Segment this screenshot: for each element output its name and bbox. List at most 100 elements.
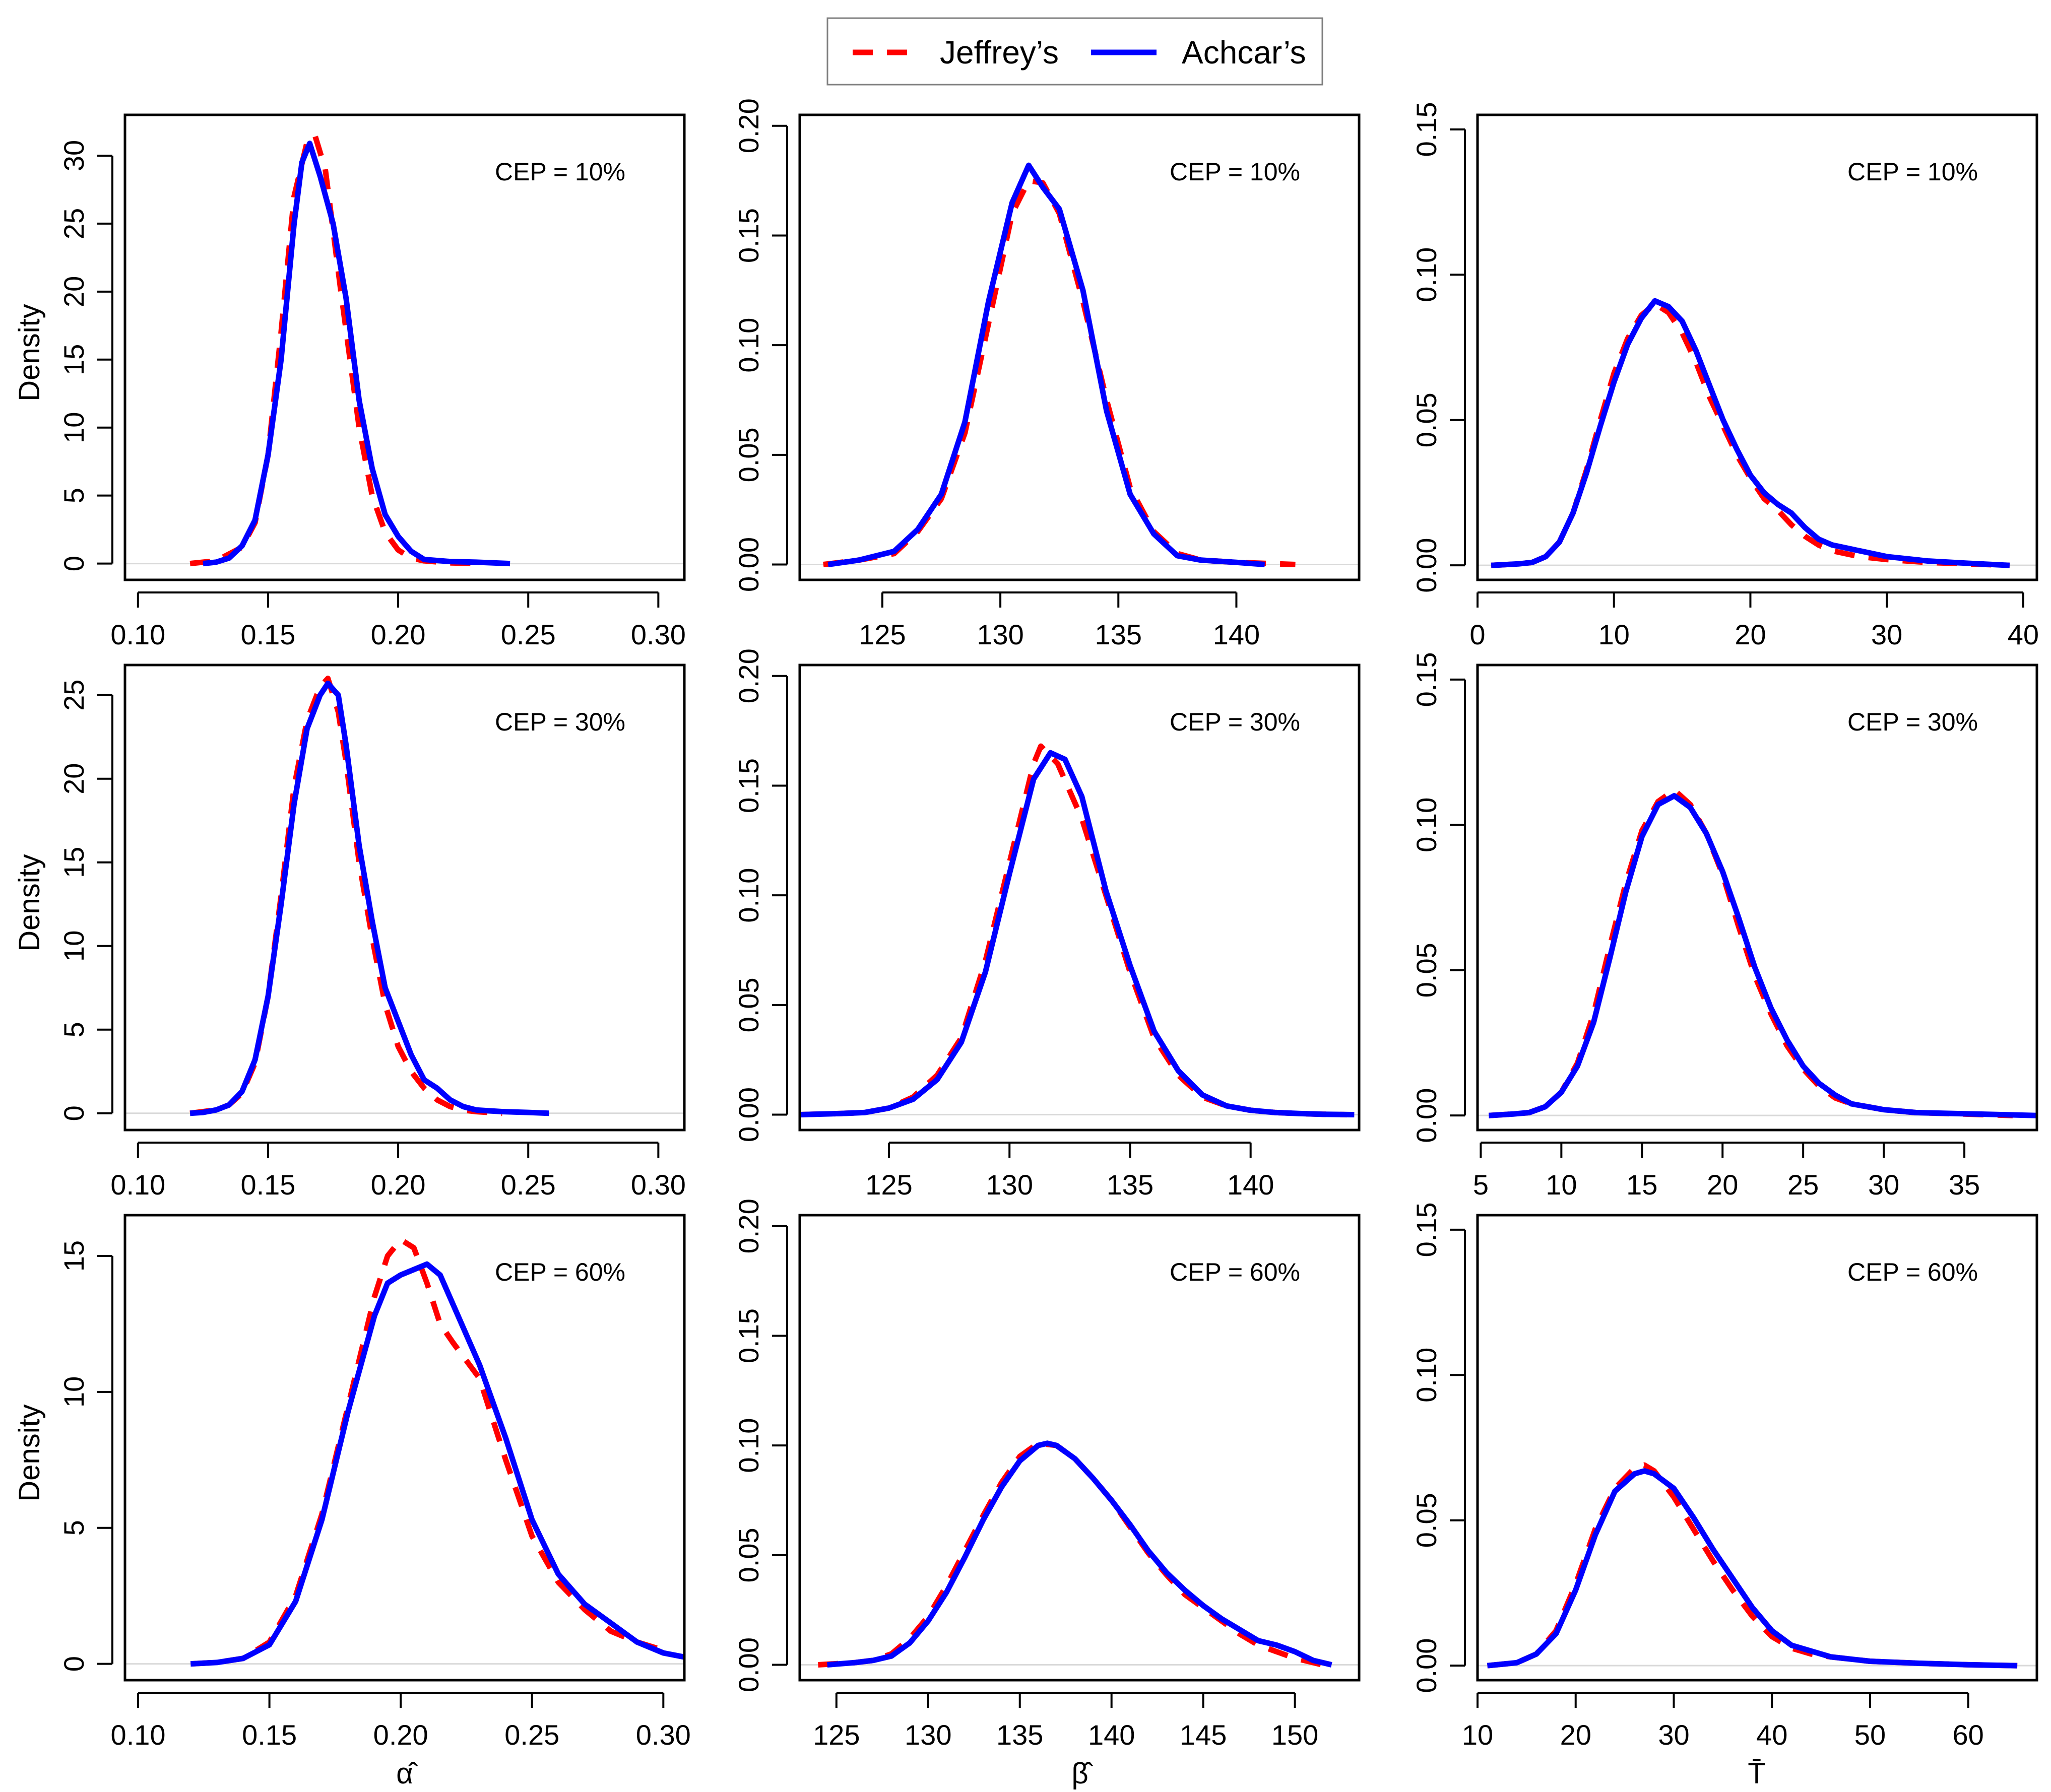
x-tick-label: 10 [1546, 1169, 1577, 1201]
y-tick-label: 0.00 [733, 1637, 764, 1692]
x-tick-label: 0.25 [504, 1719, 559, 1751]
legend-jeffreys-label: Jeffrey’s [940, 34, 1059, 71]
y-tick-label: 0.10 [733, 868, 764, 923]
cep-annotation: CEP = 30% [1170, 708, 1300, 736]
plot-frame [798, 663, 1361, 1132]
x-axis-title-t-bar: T̄ [1748, 1757, 1765, 1790]
x-tick-label: 0.10 [110, 1169, 165, 1201]
x-tick-label: 30 [1658, 1719, 1689, 1751]
y-tick-label: 20 [58, 276, 90, 307]
x-tick-label: 0.15 [240, 619, 295, 650]
y-tick-label: 0.20 [733, 648, 764, 703]
y-axis: 0.00 0.05 0.10 0.15 [1411, 652, 1466, 1143]
panel-1-3: 0 10 20 30 40 0.00 0.05 0.10 0.15 CEP = 10% [1411, 102, 2039, 650]
panel-3-2: 125 130 135 140 145 150 0.00 0.05 0.10 0.15 0.20 CE… [733, 1199, 1361, 1751]
y-tick-label: 25 [58, 208, 90, 239]
x-tick-label: 50 [1854, 1719, 1886, 1751]
y-tick-label: 15 [58, 1240, 90, 1272]
y-axis: 0 5 10 15 20 25 [58, 680, 113, 1121]
y-tick-label: 10 [58, 1376, 90, 1408]
x-tick-label: 5 [1473, 1169, 1489, 1201]
legend-box [826, 17, 1323, 86]
x-tick-label: 0.10 [110, 619, 165, 650]
y-tick-label: 0.15 [1411, 1202, 1442, 1257]
panel-2-3: 5 10 15 20 25 30 35 0.00 0.05 0.10 0.15 CEP = 30% [1411, 652, 2038, 1201]
achcars-density-curve [203, 141, 510, 567]
y-tick-label: 0.10 [1411, 247, 1442, 302]
x-axis: 0.10 0.15 0.20 0.25 0.30 [110, 1142, 686, 1201]
y-tick-label: 15 [58, 847, 90, 878]
row-y-labels: Density Density Density [13, 304, 46, 1501]
cep-annotation: CEP = 10% [1847, 158, 1978, 186]
x-tick-label: 20 [1707, 1169, 1738, 1201]
panel-2-2: 125 130 135 140 0.00 0.05 0.10 0.15 0.20 CEP = 30… [733, 648, 1361, 1201]
y-axis-title-row-1: Density [13, 304, 46, 401]
y-tick-label: 0.15 [733, 208, 764, 263]
y-tick-label: 0.20 [733, 1199, 764, 1253]
y-axis: 0.00 0.05 0.10 0.15 0.20 [733, 1199, 788, 1692]
y-axis-title-row-2: Density [13, 854, 46, 951]
x-tick-label: 0 [1469, 619, 1485, 650]
y-tick-label: 0.05 [1411, 943, 1442, 998]
y-tick-label: 0.00 [1411, 1638, 1442, 1693]
jeffreys-density-curve [1487, 1462, 2018, 1669]
panel-2-1: 0.10 0.15 0.20 0.25 0.30 0 5 10 15 20 25 CEP = 30% [58, 663, 686, 1201]
achcars-density-curve [827, 162, 1265, 567]
y-tick-label: 0.00 [733, 537, 764, 592]
x-tick-label: 40 [2008, 619, 2039, 650]
y-tick-label: 0.15 [733, 758, 764, 813]
x-tick-label: 140 [1088, 1719, 1135, 1751]
x-tick-label: 0.20 [371, 1169, 426, 1201]
x-axis-title-alpha-hat: α̂ [396, 1757, 418, 1790]
legend-achcars-label: Achcar’s [1182, 34, 1306, 71]
cep-annotation: CEP = 10% [495, 158, 625, 186]
y-tick-label: 0.10 [1411, 1348, 1442, 1403]
x-tick-label: 130 [977, 619, 1023, 650]
y-axis-title-row-3: Density [13, 1404, 46, 1501]
x-tick-label: 130 [986, 1169, 1033, 1201]
y-tick-label: 30 [58, 140, 90, 171]
plot-frame [123, 113, 686, 581]
y-tick-label: 15 [58, 344, 90, 375]
x-axis: 0.10 0.15 0.20 0.25 0.30 [110, 591, 686, 650]
y-tick-label: 0.10 [733, 318, 764, 373]
x-axis: 0 10 20 30 40 [1469, 591, 2039, 650]
x-tick-label: 60 [1953, 1719, 1984, 1751]
y-tick-label: 10 [58, 412, 90, 443]
legend: Jeffrey’s Achcar’s [826, 17, 1323, 86]
y-tick-label: 0 [58, 1105, 90, 1121]
achcars-density-curve [189, 681, 549, 1116]
x-tick-label: 0.15 [242, 1719, 297, 1751]
y-axis: 0 5 10 15 [58, 1240, 113, 1672]
plot-frame [123, 1214, 686, 1682]
achcars-density-curve [800, 750, 1355, 1117]
x-axis: 125 130 135 140 145 150 [813, 1692, 1318, 1751]
x-tick-label: 40 [1756, 1719, 1787, 1751]
jeffreys-density-curve [189, 132, 482, 567]
y-axis: 0.00 0.05 0.10 0.15 0.20 [733, 648, 788, 1142]
x-axis: 10 20 30 40 50 60 [1462, 1692, 1984, 1751]
x-tick-label: 0.30 [631, 1169, 686, 1201]
x-tick-label: 140 [1213, 619, 1260, 650]
x-tick-label: 10 [1462, 1719, 1493, 1751]
x-axis: 0.10 0.15 0.20 0.25 0.30 [111, 1692, 691, 1751]
x-axis: 125 130 135 140 [865, 1142, 1274, 1201]
y-tick-label: 0.05 [733, 427, 764, 482]
x-tick-label: 0.20 [371, 619, 426, 650]
cep-annotation: CEP = 60% [1170, 1258, 1300, 1286]
panel-1-2: 125 130 135 140 0.00 0.05 0.10 0.15 0.20 CEP = 10… [733, 98, 1361, 650]
jeffreys-density-curve [818, 1440, 1323, 1668]
cep-annotation: CEP = 60% [1847, 1258, 1978, 1286]
plot-frame [123, 663, 686, 1132]
x-tick-label: 0.15 [240, 1169, 295, 1201]
x-tick-label: 10 [1598, 619, 1630, 650]
x-axis: 125 130 135 140 [859, 591, 1260, 650]
x-tick-label: 135 [996, 1719, 1043, 1751]
x-tick-label: 0.20 [373, 1719, 428, 1751]
y-tick-label: 0.05 [733, 1528, 764, 1582]
panel-1-1: 0.10 0.15 0.20 0.25 0.30 0 5 10 15 20 25 30 CEP = 10… [58, 113, 686, 650]
x-tick-label: 125 [865, 1169, 912, 1201]
jeffreys-density-curve [190, 1237, 664, 1667]
y-tick-label: 0 [58, 556, 90, 571]
y-tick-label: 10 [58, 931, 90, 962]
